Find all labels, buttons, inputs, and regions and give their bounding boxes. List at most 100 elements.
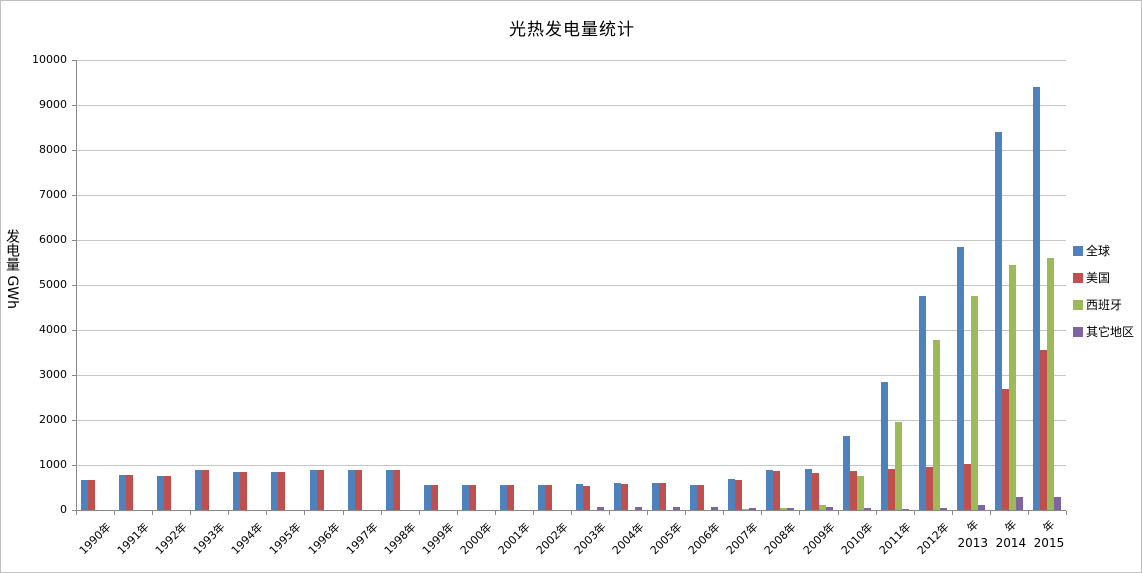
- x-tick-label: 1994年: [229, 520, 266, 558]
- legend-item-美国: 美国: [1073, 264, 1134, 291]
- x-tick-label: 2004年: [609, 520, 647, 558]
- y-axis-tick: [72, 420, 76, 421]
- bar-全球-2012年: [918, 296, 926, 510]
- x-tick-label-year: 2014: [995, 536, 1027, 550]
- y-axis-title: 发电量 GWh: [4, 229, 20, 310]
- legend-swatch-icon: [1073, 272, 1083, 283]
- x-tick-label: 1996年: [305, 520, 343, 558]
- bar-全球-1997年: [347, 469, 355, 510]
- x-tick-label: 1993年: [191, 520, 228, 558]
- bar-美国-2002年: [544, 484, 552, 510]
- bar-美国-1995年: [278, 472, 286, 510]
- x-axis-tick: [418, 511, 420, 515]
- bar-美国-2004年: [621, 484, 629, 510]
- bar-全球-2002年: [537, 484, 545, 510]
- x-axis-tick: [761, 511, 763, 515]
- bar-美国-1990年: [88, 480, 96, 510]
- y-tick-label: 3000: [39, 368, 67, 381]
- y-tick-label: 10000: [32, 53, 67, 66]
- bar-全球-1999年: [423, 485, 431, 510]
- bar-其它地区-2014年: [1015, 496, 1023, 510]
- x-axis-line: [76, 510, 1066, 511]
- x-axis-tick: [609, 511, 611, 515]
- x-tick-label: 2009年: [800, 520, 838, 558]
- bar-全球-2005年: [652, 483, 660, 510]
- x-tick-label: 年 2014: [989, 518, 1033, 550]
- x-axis-tick: [532, 511, 534, 515]
- bar-美国-2010年: [849, 471, 857, 510]
- y-axis-tick: [72, 285, 76, 286]
- x-axis-tick: [723, 511, 725, 515]
- gridline: [76, 465, 1066, 466]
- x-tick-label: 2011年: [876, 520, 914, 558]
- x-tick-label: 1992年: [153, 520, 190, 558]
- x-axis-tick: [228, 511, 230, 515]
- bar-全球-1998年: [385, 469, 393, 510]
- x-tick-label: 1990年: [76, 520, 114, 558]
- x-tick-label-suffix: 年: [1040, 517, 1058, 535]
- legend-label: 西班牙: [1086, 298, 1123, 312]
- x-tick-label: 2012年: [914, 520, 952, 558]
- x-axis-tick: [342, 511, 344, 515]
- x-axis-tick: [1027, 511, 1029, 515]
- gridline: [76, 375, 1066, 376]
- bar-全球-2006年: [690, 485, 698, 510]
- x-tick-label: 2006年: [686, 520, 723, 558]
- bar-西班牙-2013年: [970, 295, 978, 510]
- bar-西班牙-2007年: [742, 508, 750, 510]
- bar-美国-2011年: [887, 469, 895, 510]
- bar-全球-1995年: [271, 472, 279, 510]
- x-axis-tick: [76, 511, 77, 515]
- x-tick-label: 2007年: [724, 520, 761, 558]
- x-tick-label: 2010年: [838, 520, 876, 558]
- y-axis-tick: [72, 195, 76, 196]
- x-axis-tick: [989, 511, 991, 515]
- y-axis-tick: [72, 330, 76, 331]
- x-axis-tick: [190, 511, 192, 515]
- legend: 全球 美国 西班牙 其它地区: [1073, 237, 1134, 345]
- gridline: [76, 240, 1066, 241]
- x-tick-label: 2005年: [648, 520, 685, 558]
- x-axis-tick: [380, 511, 382, 515]
- bar-美国-2000年: [468, 485, 476, 510]
- bar-美国-2008年: [773, 470, 781, 510]
- legend-label: 全球: [1086, 244, 1111, 258]
- legend-label: 美国: [1086, 271, 1111, 285]
- bar-其它地区-2003年: [597, 507, 605, 510]
- bar-全球-2004年: [614, 483, 622, 510]
- bar-美国-1992年: [164, 476, 172, 510]
- bar-其它地区-2012年: [939, 507, 947, 510]
- bar-美国-2001年: [506, 484, 514, 510]
- y-axis-tick: [72, 240, 76, 241]
- x-tick-label: 1995年: [267, 520, 305, 558]
- x-tick-label-suffix: 年: [964, 517, 982, 535]
- x-tick-label: 1997年: [343, 520, 381, 558]
- bar-全球-2001年: [499, 484, 507, 510]
- x-tick-label: 1998年: [381, 520, 419, 558]
- legend-item-全球: 全球: [1073, 237, 1134, 264]
- bar-全球-2009年: [804, 469, 812, 510]
- bar-全球-1993年: [195, 469, 203, 510]
- gridline: [76, 285, 1066, 286]
- bar-其它地区-2005年: [673, 507, 681, 510]
- bar-美国-2009年: [811, 473, 819, 510]
- chart-title: 光热发电量统计: [509, 20, 635, 40]
- x-axis-tick: [647, 511, 649, 515]
- bar-全球-1996年: [309, 469, 317, 510]
- x-tick-label-year: 2013: [957, 536, 989, 550]
- bar-全球-1991年: [119, 474, 127, 510]
- x-axis-tick: [114, 511, 116, 515]
- x-axis-tick: [304, 511, 306, 515]
- bar-美国-2007年: [735, 479, 743, 510]
- bar-西班牙-2010年: [856, 475, 864, 510]
- bar-美国-2003年: [583, 486, 591, 510]
- bar-美国-2012年: [925, 467, 933, 510]
- bar-全球-2003年: [576, 484, 584, 510]
- bar-西班牙-2014年: [1008, 264, 1016, 510]
- bar-全球-2008年: [766, 469, 774, 510]
- y-axis-tick: [72, 465, 76, 466]
- x-tick-label: 1991年: [114, 520, 152, 558]
- bar-西班牙-2009年: [818, 504, 826, 510]
- gridline: [76, 420, 1066, 421]
